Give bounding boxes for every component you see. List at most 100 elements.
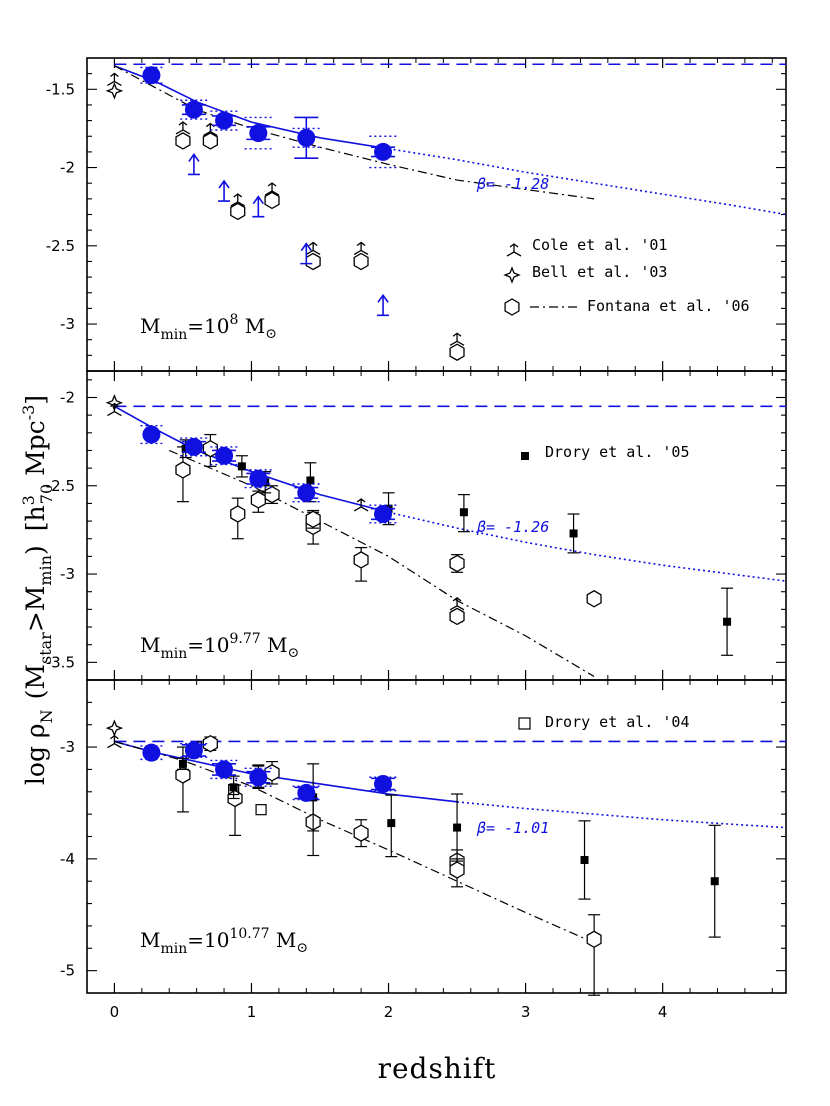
cole-tripod-marker xyxy=(449,332,465,346)
mmin-annotation-part: M xyxy=(140,633,160,657)
y-tick-label: -2.5 xyxy=(46,477,75,495)
model-filled-circle xyxy=(184,437,203,456)
fontana-hexagon-marker xyxy=(175,766,191,784)
ylabel-sub: N xyxy=(37,709,56,723)
fontana-hexagon-marker xyxy=(305,252,321,271)
drory05-filled-square-marker xyxy=(237,462,246,471)
drory05-filled-square-marker xyxy=(580,855,589,864)
bell-star-marker xyxy=(105,719,124,737)
model-filled-circle xyxy=(297,783,316,802)
mmin-annotation-part: =10 xyxy=(187,314,229,338)
mmin-annotation-part: M xyxy=(261,633,288,657)
legend-label: Drory et al. '04 xyxy=(545,713,690,731)
legend-bell-marker xyxy=(503,266,521,284)
ylabel-units-close: ] xyxy=(21,395,50,405)
mmin-annotation-part: 9.77 xyxy=(229,631,260,647)
model-filled-circle xyxy=(184,100,203,119)
mmin-annotation-part: M xyxy=(140,314,160,338)
beta-slope-label: β= -1.26 xyxy=(476,518,549,536)
fontana-hexagon-marker xyxy=(353,824,369,842)
fontana-dashdot-line xyxy=(114,740,595,944)
mmin-annotation-part: =10 xyxy=(187,633,229,657)
beta-slope-label: β= -1.01 xyxy=(476,819,549,837)
drory05-filled-square-marker xyxy=(229,783,238,792)
fontana-hexagon-marker xyxy=(449,607,465,626)
legend-label: Fontana et al. '06 xyxy=(587,297,750,315)
drory05-filled-square-marker xyxy=(453,823,462,832)
fontana-hexagon-marker xyxy=(264,191,280,210)
lower-limit-arrow xyxy=(252,195,265,218)
svg-text:log ρN(Mstar>Mmin)[h370 Mpc-3]: log ρN (Mstar>Mmin) [h370 Mpc-3] xyxy=(19,395,56,785)
model-filled-circle xyxy=(297,483,316,502)
model-filled-circle xyxy=(249,469,268,488)
cole-tripod-marker xyxy=(230,193,246,207)
ylabel-units-rest: Mpc xyxy=(21,420,50,484)
bell-star-marker xyxy=(105,82,124,100)
drory05-filled-square-marker xyxy=(178,759,187,768)
drory05-filled-square-marker xyxy=(459,508,468,517)
mmin-annotation-part: min xyxy=(160,327,187,343)
legend-drory05-marker xyxy=(521,452,529,460)
model-curve-dotted xyxy=(388,147,787,216)
model-filled-circle xyxy=(215,111,234,130)
drory05-filled-square-marker xyxy=(387,819,396,828)
fontana-hexagon-marker xyxy=(305,510,321,529)
x-tick-label: 2 xyxy=(384,1003,394,1021)
mmin-annotation-part: M xyxy=(238,314,265,338)
model-filled-circle xyxy=(297,128,316,147)
cole-tripod-marker xyxy=(107,72,122,87)
model-filled-circle xyxy=(374,505,393,524)
y-tick-label: -3 xyxy=(60,565,75,583)
fontana-hexagon-marker xyxy=(230,202,246,221)
legend-fontana-hexagon xyxy=(504,298,520,316)
model-filled-circle xyxy=(249,768,268,787)
y-tick-label: -5 xyxy=(60,962,75,980)
model-filled-circle xyxy=(215,446,234,465)
fontana-hexagon-marker xyxy=(175,461,191,479)
cole-tripod-marker xyxy=(449,597,465,611)
drory05-filled-square-marker xyxy=(306,476,315,485)
x-tick-label: 1 xyxy=(247,1003,257,1021)
cole-tripod-marker xyxy=(107,402,122,417)
y-tick-label: -1.5 xyxy=(46,80,75,98)
ylabel-units-sub: 70 xyxy=(37,484,56,504)
ylabel-paren: (M xyxy=(21,664,50,699)
drory04-open-square-marker xyxy=(255,804,267,816)
ylabel-gt: >M xyxy=(21,586,50,633)
mmin-annotation-part: M xyxy=(270,928,297,952)
bell-star-marker xyxy=(105,394,124,412)
mmin-annotation-part: ⊙ xyxy=(265,326,277,342)
fontana-dashdot-line xyxy=(168,449,595,677)
model-filled-circle xyxy=(142,425,161,444)
fontana-hexagon-marker xyxy=(202,132,218,150)
mmin-annotation-part: =10 xyxy=(187,928,229,952)
ylabel-units-sup: 3 xyxy=(19,495,38,505)
y-tick-label: -2 xyxy=(60,388,75,406)
model-curve-solid xyxy=(114,740,458,803)
mmin-annotation-part: min xyxy=(160,941,187,957)
x-axis-title: redshift xyxy=(378,1052,497,1085)
y-tick-label: -3.5 xyxy=(46,653,75,671)
fontana-hexagon-marker xyxy=(264,485,280,504)
mmin-annotation: Mmin=108 M⊙ xyxy=(140,312,277,343)
x-tick-label: 4 xyxy=(658,1003,668,1021)
cole-tripod-marker xyxy=(353,498,369,512)
ylabel-sub3: min xyxy=(36,555,55,586)
cole-tripod-marker xyxy=(353,241,369,256)
y-axis-title: log ρN (Mstar>Mmin) [h370 Mpc-3] xyxy=(19,395,56,785)
y-tick-label: -4 xyxy=(60,850,75,868)
fontana-hexagon-marker xyxy=(353,551,369,569)
fontana-hexagon-marker xyxy=(586,590,602,608)
drory05-filled-square-marker xyxy=(710,877,719,886)
y-tick-label: -3 xyxy=(60,315,75,333)
model-filled-circle xyxy=(184,741,203,760)
fontana-hexagon-marker xyxy=(586,930,602,949)
lower-limit-arrow xyxy=(377,293,390,317)
y-tick-label: -2.5 xyxy=(46,237,75,255)
model-curve-dotted xyxy=(456,801,787,829)
fontana-hexagon-marker xyxy=(449,554,465,573)
fontana-hexagon-marker xyxy=(202,734,218,753)
